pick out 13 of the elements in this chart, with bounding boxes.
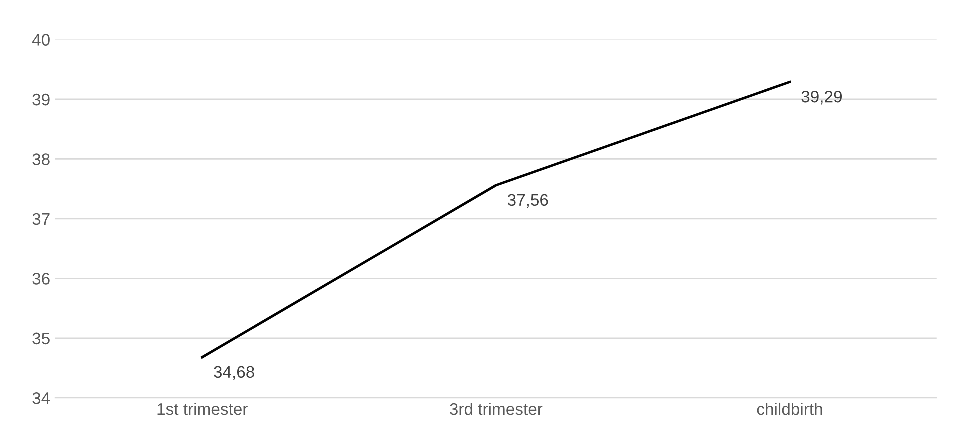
y-tick-label: 36 (32, 273, 50, 285)
data-label: 39,29 (802, 90, 842, 105)
x-tick-label: 1st trimester (158, 402, 248, 416)
y-tick-label: 35 (32, 332, 50, 345)
data-label: 37,56 (508, 194, 548, 208)
y-tick-label: 38 (32, 154, 50, 166)
x-tick-label: childbirth (757, 402, 822, 416)
x-tick-label: 3rd trimester (450, 402, 543, 416)
y-tick-label: 39 (32, 94, 50, 106)
y-tick-label: 40 (32, 34, 50, 46)
y-tick-label: 37 (32, 213, 50, 226)
data-label: 34,68 (214, 366, 254, 380)
y-tick-label: 34 (32, 392, 50, 404)
